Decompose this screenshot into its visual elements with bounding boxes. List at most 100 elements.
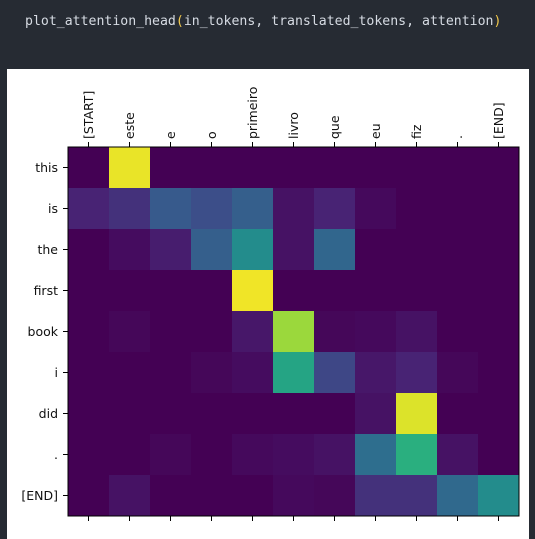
heatmap-cell bbox=[478, 188, 520, 230]
close-paren: ) bbox=[493, 14, 502, 29]
heatmap-cell bbox=[232, 270, 274, 312]
y-tick-label: book bbox=[28, 324, 59, 339]
heatmap-cell bbox=[150, 434, 192, 476]
heatmap-cell bbox=[68, 270, 110, 312]
heatmap-cell bbox=[437, 188, 479, 230]
heatmap-cell bbox=[314, 311, 356, 353]
heatmap-cell bbox=[478, 311, 520, 353]
y-tick-label: . bbox=[54, 447, 58, 462]
heatmap-cell bbox=[314, 434, 356, 476]
heatmap-cell bbox=[191, 393, 233, 435]
heatmap-cell bbox=[437, 147, 479, 189]
y-tick-label: i bbox=[55, 365, 58, 380]
heatmap-cell bbox=[232, 434, 274, 476]
heatmap-cell bbox=[273, 434, 315, 476]
heatmap-cell bbox=[396, 475, 438, 517]
heatmap-cell bbox=[232, 393, 274, 435]
cell-output: [START] este e o primeiro livro que eu fiz. [END]… bbox=[7, 69, 529, 539]
heatmap-cell bbox=[109, 434, 151, 476]
function-args: in_tokens, translated_tokens, attention bbox=[183, 14, 494, 29]
heatmap-cell bbox=[109, 147, 151, 189]
heatmap-cell bbox=[478, 147, 520, 189]
heatmap-cell bbox=[150, 475, 192, 517]
heatmap-cell bbox=[396, 188, 438, 230]
heatmap-cell bbox=[232, 352, 274, 394]
heatmap-cell bbox=[109, 352, 151, 394]
x-tick-label: que bbox=[327, 115, 342, 139]
heatmap-cell bbox=[191, 229, 233, 271]
heatmap-cell bbox=[355, 147, 397, 189]
y-tick-label: first bbox=[34, 283, 59, 298]
heatmap-cell bbox=[314, 475, 356, 517]
heatmap-cell bbox=[355, 475, 397, 517]
heatmap-cell bbox=[355, 393, 397, 435]
y-tick-label: did bbox=[39, 406, 58, 421]
heatmap-cell bbox=[437, 475, 479, 517]
heatmap-cell bbox=[150, 352, 192, 394]
heatmap-cell bbox=[478, 229, 520, 271]
heatmap-cell bbox=[437, 270, 479, 312]
heatmap-cell bbox=[355, 188, 397, 230]
y-tick-label: this bbox=[35, 160, 58, 175]
x-tick-label: primeiro bbox=[245, 87, 260, 139]
heatmap-cell bbox=[68, 434, 110, 476]
heatmap-cell bbox=[273, 229, 315, 271]
heatmap-cell bbox=[273, 188, 315, 230]
heatmap-cell bbox=[232, 475, 274, 517]
code-line: plot_attention_head(in_tokens, translate… bbox=[25, 14, 501, 29]
heatmap-cell bbox=[109, 475, 151, 517]
heatmap-cell bbox=[355, 434, 397, 476]
x-tick-label: livro bbox=[286, 112, 301, 139]
heatmap-cell bbox=[109, 188, 151, 230]
heatmap-cell bbox=[191, 475, 233, 517]
heatmap-cell bbox=[191, 147, 233, 189]
code-cell[interactable]: plot_attention_head(in_tokens, translate… bbox=[0, 0, 535, 60]
heatmap-cell bbox=[396, 270, 438, 312]
heatmap-cell bbox=[68, 147, 110, 189]
heatmap-cell bbox=[191, 434, 233, 476]
heatmap-cell bbox=[314, 147, 356, 189]
heatmap-cell bbox=[437, 229, 479, 271]
heatmap-cell bbox=[437, 311, 479, 353]
heatmap-cell bbox=[232, 147, 274, 189]
y-tick-label: [END] bbox=[21, 488, 58, 503]
heatmap-cell bbox=[68, 229, 110, 271]
heatmap-cell bbox=[396, 311, 438, 353]
heatmap-cell bbox=[273, 311, 315, 353]
x-tick-label: fiz bbox=[409, 124, 424, 139]
heatmap-cell bbox=[109, 270, 151, 312]
heatmap-cell bbox=[478, 434, 520, 476]
heatmap-cell bbox=[150, 147, 192, 189]
heatmap-cell bbox=[478, 475, 520, 517]
heatmap-cell bbox=[314, 352, 356, 394]
heatmap-cell bbox=[314, 393, 356, 435]
heatmap-cell bbox=[273, 352, 315, 394]
heatmap-cell bbox=[150, 311, 192, 353]
heatmap-cell bbox=[150, 393, 192, 435]
heatmap-cell bbox=[273, 475, 315, 517]
open-paren: ( bbox=[175, 14, 184, 29]
heatmap-cell bbox=[355, 229, 397, 271]
heatmap-cell bbox=[396, 147, 438, 189]
function-name: plot_attention_head bbox=[25, 14, 176, 29]
heatmap-cell bbox=[355, 311, 397, 353]
x-tick-label: o bbox=[204, 131, 219, 139]
y-tick-label: the bbox=[37, 242, 58, 257]
heatmap-cell bbox=[191, 311, 233, 353]
heatmap-cell bbox=[191, 188, 233, 230]
heatmap-cell bbox=[273, 270, 315, 312]
heatmap-cell bbox=[396, 393, 438, 435]
heatmap-cell bbox=[478, 270, 520, 312]
heatmap-cell bbox=[191, 270, 233, 312]
heatmap-cell bbox=[355, 352, 397, 394]
heatmap-cell bbox=[109, 311, 151, 353]
attention-heatmap: [START] este e o primeiro livro que eu fiz. [END]… bbox=[21, 87, 520, 521]
heatmap-cell bbox=[150, 188, 192, 230]
heatmap-cell bbox=[314, 188, 356, 230]
x-tick-label: este bbox=[122, 112, 137, 139]
heatmap-cell bbox=[478, 352, 520, 394]
heatmap-cell bbox=[68, 311, 110, 353]
heatmap-cell bbox=[232, 188, 274, 230]
heatmap-cell bbox=[150, 270, 192, 312]
x-tick-label: [END] bbox=[491, 102, 506, 139]
